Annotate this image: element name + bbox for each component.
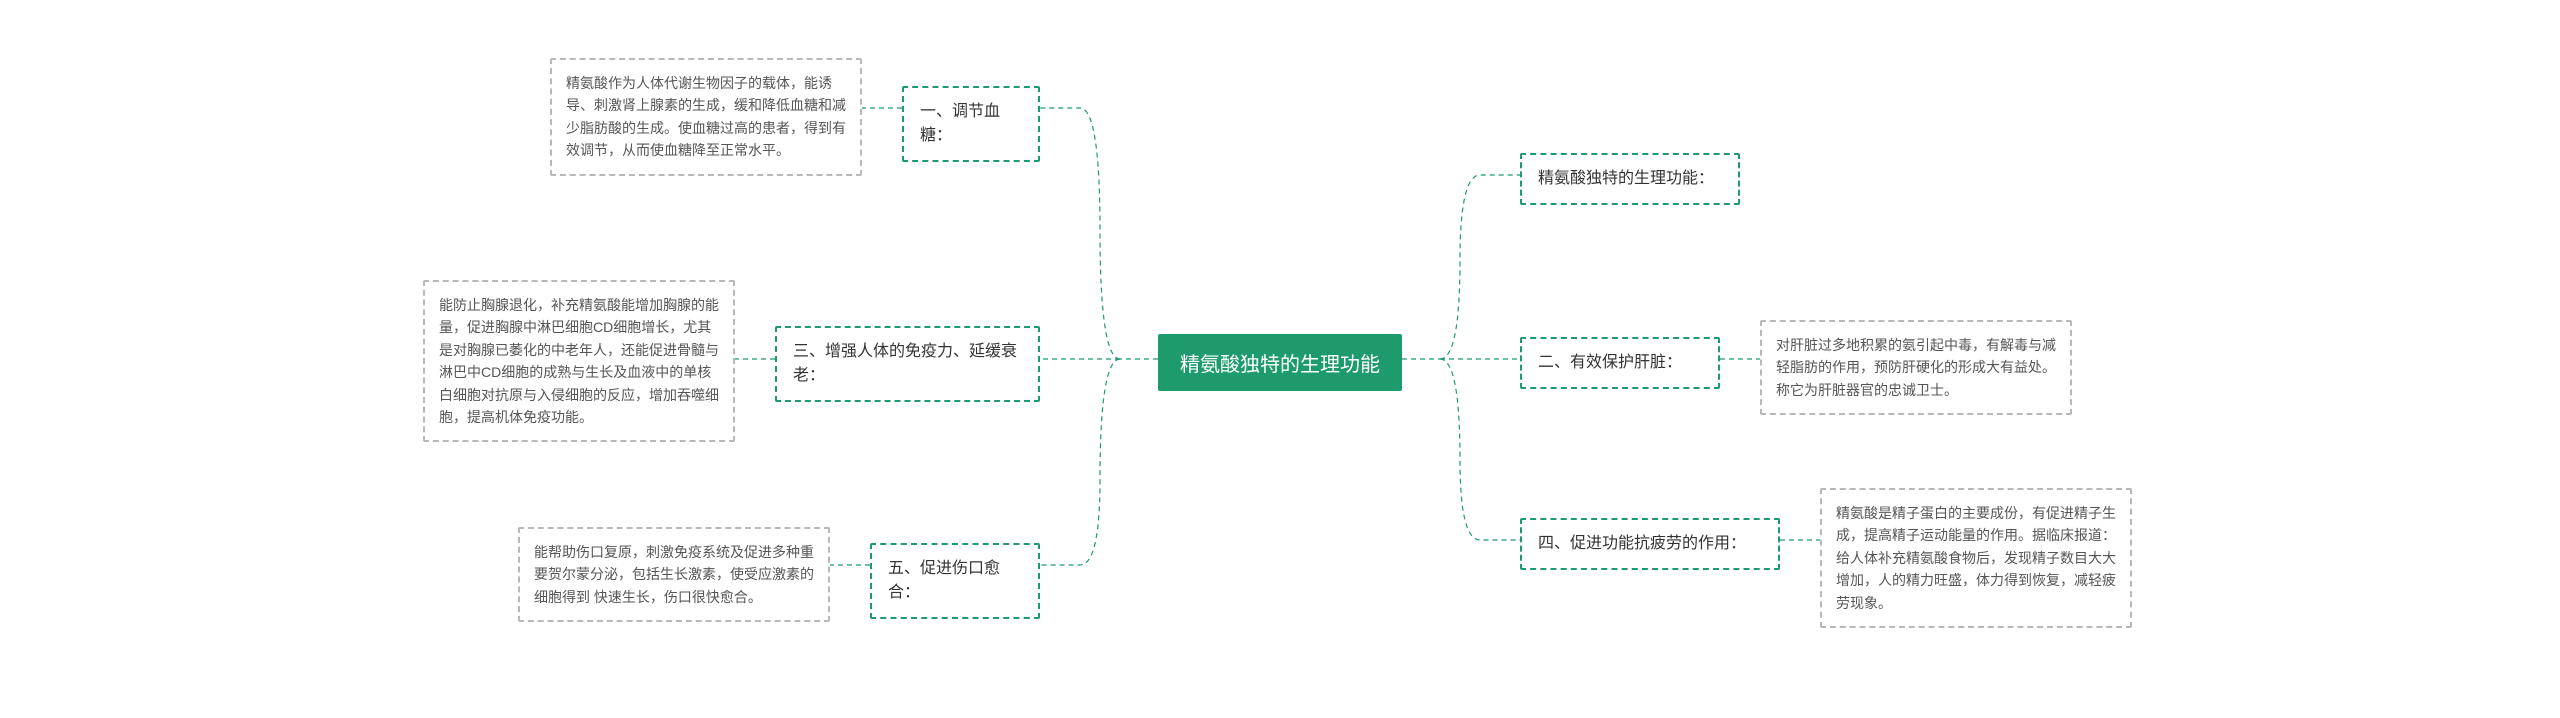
leaf-text: 精氨酸是精子蛋白的主要成份，有促进精子生成，提高精子运动能量的作用。据临床报道：… (1836, 505, 2116, 611)
right-branch-2: 二、有效保护肝脏： (1520, 337, 1720, 389)
branch-label: 三、增强人体的免疫力、延缓衰老： (793, 343, 1017, 384)
left-leaf-1: 精氨酸作为人体代谢生物因子的载体，能诱导、刺激肾上腺素的生成，缓和降低血糖和减少… (550, 58, 862, 176)
branch-label: 精氨酸独特的生理功能： (1538, 170, 1714, 187)
branch-label: 二、有效保护肝脏： (1538, 354, 1682, 371)
center-node: 精氨酸独特的生理功能 (1158, 334, 1402, 391)
leaf-text: 能帮助伤口复原，刺激免疫系统及促进多种重要贺尔蒙分泌，包括生长激素，使受应激素的… (534, 544, 814, 605)
branch-label: 一、调节血糖： (920, 103, 1000, 144)
branch-label: 四、促进功能抗疲劳的作用： (1538, 535, 1746, 552)
branch-label: 五、促进伤口愈合： (888, 560, 1000, 601)
left-leaf-3: 能帮助伤口复原，刺激免疫系统及促进多种重要贺尔蒙分泌，包括生长激素，使受应激素的… (518, 527, 830, 622)
left-leaf-2: 能防止胸腺退化，补充精氨酸能增加胸腺的能量，促进胸腺中淋巴细胞CD细胞增长，尤其… (423, 280, 735, 442)
right-leaf-3: 精氨酸是精子蛋白的主要成份，有促进精子生成，提高精子运动能量的作用。据临床报道：… (1820, 488, 2132, 628)
left-branch-2: 三、增强人体的免疫力、延缓衰老： (775, 326, 1040, 402)
leaf-text: 对肝脏过多地积累的氨引起中毒，有解毒与减轻脂肪的作用，预防肝硬化的形成大有益处。… (1776, 337, 2056, 398)
left-branch-1: 一、调节血糖： (902, 86, 1040, 162)
leaf-text: 能防止胸腺退化，补充精氨酸能增加胸腺的能量，促进胸腺中淋巴细胞CD细胞增长，尤其… (439, 297, 719, 425)
leaf-text: 精氨酸作为人体代谢生物因子的载体，能诱导、刺激肾上腺素的生成，缓和降低血糖和减少… (566, 75, 846, 158)
right-branch-1: 精氨酸独特的生理功能： (1520, 153, 1740, 205)
left-branch-3: 五、促进伤口愈合： (870, 543, 1040, 619)
center-label: 精氨酸独特的生理功能 (1180, 354, 1380, 376)
right-branch-3: 四、促进功能抗疲劳的作用： (1520, 518, 1780, 570)
right-leaf-2: 对肝脏过多地积累的氨引起中毒，有解毒与减轻脂肪的作用，预防肝硬化的形成大有益处。… (1760, 320, 2072, 415)
